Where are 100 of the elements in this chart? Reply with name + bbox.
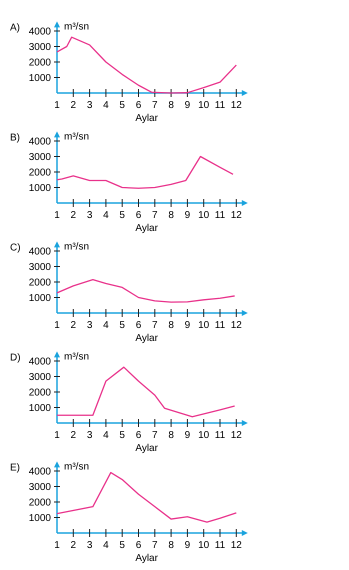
x-tick-label: 7 [152,320,158,331]
x-tick-label: 11 [214,320,226,331]
chart-title: D) [10,352,21,364]
x-tick-label: 5 [119,100,126,111]
x-tick-label: 6 [136,430,142,441]
y-tick-label: 4000 [28,136,52,148]
x-tick-label: 7 [152,540,158,551]
x-tick-label: 10 [198,430,210,441]
line-series [56,279,236,303]
x-tick-label: 7 [152,100,158,111]
y-tick-label: 2000 [28,58,52,68]
x-axis-title: Aylar [135,333,159,344]
x-tick-label: 6 [136,210,142,221]
x-tick-label: 8 [168,100,174,111]
x-tick-label: 3 [86,320,93,331]
y-tick-label: 1000 [28,73,52,84]
x-tick-label: 1 [54,210,60,221]
y-tick-label: 4000 [28,356,52,368]
x-tick-label: 4 [103,100,110,111]
line-series [56,156,234,189]
x-tick-label: 3 [86,430,93,441]
x-tick-label: 9 [184,100,191,111]
x-tick-label: 6 [136,320,142,331]
x-tick-label: 3 [86,100,93,111]
x-tick-label: 9 [184,430,191,441]
y-tick-label: 1000 [28,513,52,524]
y-tick-label: 3000 [28,372,52,383]
y-tick-label: 2000 [28,498,52,508]
y-tick-label: 3000 [28,262,52,273]
line-series [56,472,237,523]
chart-title: E) [10,462,20,474]
x-tick-label: 5 [119,430,126,441]
y-tick-label: 1000 [28,403,52,414]
x-tick-label: 11 [214,210,226,221]
x-tick-label: 1 [54,430,60,441]
chart-title: A) [10,22,20,34]
x-tick-label: 12 [230,430,242,441]
x-tick-label: 3 [86,210,93,221]
chart-title: B) [10,132,20,144]
x-tick-label: 2 [70,540,77,551]
x-tick-label: 2 [70,320,77,331]
x-tick-label: 10 [198,320,210,331]
x-axis-title: Aylar [135,553,159,564]
x-tick-label: 8 [168,320,174,331]
x-tick-label: 10 [198,540,210,551]
x-tick-label: 4 [103,430,110,441]
y-tick-label: 3000 [28,42,52,53]
x-tick-label: 9 [184,540,191,551]
x-tick-label: 5 [119,320,126,331]
x-tick-label: 11 [214,100,226,111]
x-tick-label: 4 [103,320,110,331]
y-tick-label: 4000 [28,246,52,258]
x-tick-label: 1 [54,540,60,551]
x-tick-label: 9 [184,210,191,221]
x-tick-label: 8 [168,210,174,221]
x-tick-label: 5 [119,210,126,221]
y-tick-label: 3000 [28,482,52,493]
x-tick-label: 11 [214,540,226,551]
line-series [56,36,237,94]
x-axis-title: Aylar [135,443,159,454]
x-tick-label: 11 [214,430,226,441]
x-tick-label: 7 [152,430,158,441]
x-tick-label: 2 [70,210,77,221]
x-tick-label: 12 [230,320,242,331]
x-tick-label: 8 [168,430,174,441]
x-tick-label: 10 [198,210,210,221]
x-tick-label: 8 [168,540,174,551]
y-tick-label: 3000 [28,152,52,163]
x-tick-label: 1 [54,320,60,331]
x-tick-label: 6 [136,100,142,111]
line-series [56,366,236,418]
x-tick-label: 4 [103,210,110,221]
y-tick-label: 2000 [28,388,52,398]
y-tick-label: 4000 [28,26,52,38]
x-tick-label: 4 [103,540,110,551]
chart-title: C) [10,242,21,254]
y-axis-title: m³/sn [64,351,89,362]
x-tick-label: 2 [70,430,77,441]
x-tick-label: 7 [152,210,158,221]
y-tick-label: 1000 [28,183,52,194]
x-tick-label: 12 [230,540,242,551]
x-axis-title: Aylar [135,113,159,124]
y-axis-title: m³/sn [64,461,89,472]
x-tick-label: 12 [230,100,242,111]
x-tick-label: 9 [184,320,191,331]
y-axis-title: m³/sn [64,21,89,32]
x-tick-label: 10 [198,100,210,111]
x-tick-label: 3 [86,540,93,551]
y-tick-label: 1000 [28,293,52,304]
y-tick-label: 4000 [28,466,52,478]
x-tick-label: 12 [230,210,242,221]
x-axis-title: Aylar [135,223,159,234]
x-tick-label: 6 [136,540,142,551]
y-axis-title: m³/sn [64,241,89,252]
y-axis-title: m³/sn [64,131,89,142]
x-tick-label: 5 [119,540,126,551]
x-tick-label: 2 [70,100,77,111]
y-tick-label: 2000 [28,278,52,288]
y-tick-label: 2000 [28,168,52,178]
x-tick-label: 1 [54,100,60,111]
